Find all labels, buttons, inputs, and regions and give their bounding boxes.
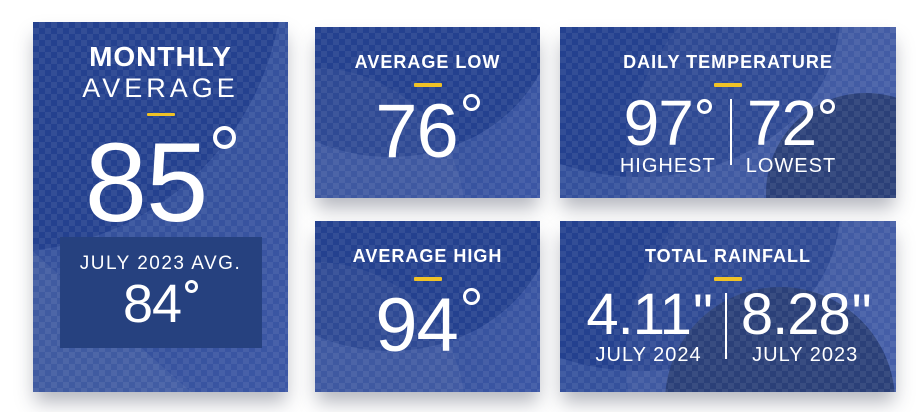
average-low-title: AVERAGE LOW [354,52,501,72]
monthly-title-line1: MONTHLY [89,41,232,72]
vertical-divider [729,98,732,165]
highest-label: HIGHEST [619,155,716,178]
rainfall-2024-value: 4.11 [586,281,692,347]
vertical-divider [724,292,727,359]
card-total-rainfall: TOTAL RAINFALL 4.11 " JULY 2024 8.28 " J… [560,221,896,392]
accent-underline [714,82,742,87]
card-daily-temperature: DAILY TEMPERATURE 97 HIGHEST 72 LOWEST [560,27,896,198]
highest-value: 97 [623,86,694,159]
degree-icon [462,93,480,111]
average-high-title: AVERAGE HIGH [352,246,503,266]
accent-underline [714,276,742,281]
card-monthly-average: MONTHLY AVERAGE 85 JULY 2023 AVG. 84 [33,22,288,392]
lowest-group: 72 LOWEST [745,86,837,179]
card-average-low: AVERAGE LOW 76 [315,27,540,198]
lowest-value: 72 [746,86,817,159]
degree-icon [462,287,480,305]
rainfall-2023-value: 8.28 [740,281,851,347]
july-2023-label: JULY 2023 [752,343,859,366]
monthly-sub-box: JULY 2023 AVG. 84 [59,236,262,348]
degree-icon [696,98,712,114]
daily-temperature-title: DAILY TEMPERATURE [623,52,833,72]
degree-icon [185,279,199,293]
inches-mark: " [851,281,872,345]
monthly-title-line2: AVERAGE [82,72,239,103]
monthly-average-value: 85 [84,120,209,246]
card-average-high: AVERAGE HIGH 94 [315,221,540,392]
july-2024-group: 4.11 " JULY 2024 [586,281,713,367]
july-2023-group: 8.28 " JULY 2023 [740,281,872,367]
degree-icon [820,98,836,114]
average-low-value: 76 [375,88,459,174]
highest-group: 97 HIGHEST [619,86,716,179]
july-2024-label: JULY 2024 [595,343,702,366]
degree-icon [213,126,237,150]
monthly-sub-value: 84 [122,273,182,334]
inches-mark: " [692,281,713,345]
monthly-sub-label: JULY 2023 AVG. [79,252,242,274]
lowest-label: LOWEST [745,155,837,178]
average-high-value: 94 [375,282,459,368]
total-rainfall-title: TOTAL RAINFALL [645,246,811,266]
